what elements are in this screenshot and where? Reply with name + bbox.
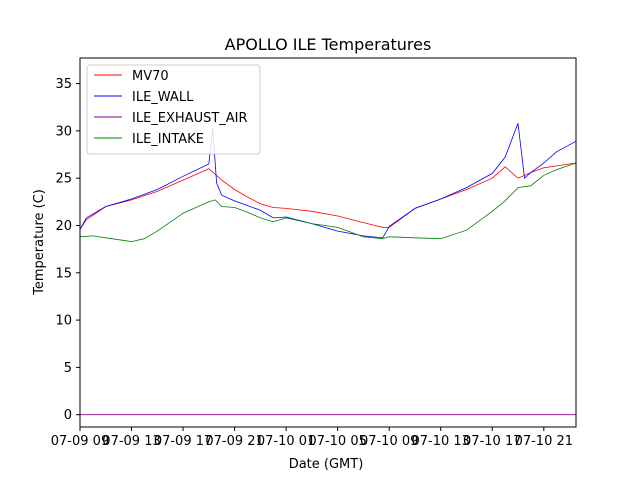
x-axis-label: Date (GMT) [289, 457, 364, 472]
x-tick-label: 07-09 13 [102, 434, 160, 449]
y-tick-label: 0 [64, 408, 72, 423]
x-tick-label: 07-09 09 [51, 434, 109, 449]
legend-label: ILE_WALL [132, 90, 194, 105]
legend: MV70 ILE_WALL ILE_EXHAUST_AIR ILE_INTAKE [86, 64, 261, 155]
y-tick-label: 35 [55, 77, 72, 92]
y-tick-label: 30 [55, 124, 72, 139]
series-line-mv70 [79, 162, 577, 230]
x-tick-label: 07-10 17 [463, 434, 521, 449]
legend-label: ILE_EXHAUST_AIR [132, 111, 248, 126]
chart-title: APOLLO ILE Temperatures [225, 35, 432, 54]
y-axis-ticks: 0 5 10 15 20 25 30 35 [55, 77, 80, 423]
y-tick-label: 15 [55, 266, 72, 281]
y-tick-label: 10 [55, 314, 72, 329]
x-tick-label: 07-10 01 [257, 434, 315, 449]
y-axis-label: Temperature (C) [32, 189, 47, 296]
y-tick-label: 5 [64, 361, 72, 376]
x-tick-label: 07-10 13 [412, 434, 470, 449]
x-tick-label: 07-10 05 [308, 434, 366, 449]
legend-label: MV70 [132, 69, 169, 84]
plot-series-group [79, 123, 577, 416]
plot-frame [79, 57, 577, 428]
x-tick-label: 07-10 09 [360, 434, 418, 449]
y-tick-label: 25 [55, 172, 72, 187]
legend-box [86, 64, 261, 155]
y-tick-label: 20 [55, 219, 72, 234]
x-tick-label: 07-09 17 [154, 434, 212, 449]
x-tick-label: 07-10 21 [515, 434, 573, 449]
series-line-ile-intake [79, 162, 577, 243]
x-tick-label: 07-09 21 [205, 434, 263, 449]
legend-label: ILE_INTAKE [132, 132, 204, 147]
